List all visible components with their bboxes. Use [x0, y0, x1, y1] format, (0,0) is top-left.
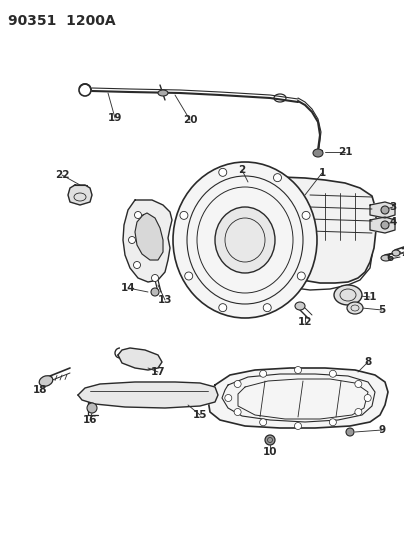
Ellipse shape [295, 302, 305, 310]
Text: 12: 12 [298, 317, 312, 327]
Text: 8: 8 [364, 357, 372, 367]
Circle shape [329, 419, 337, 426]
Circle shape [180, 212, 188, 220]
Circle shape [364, 394, 371, 401]
Circle shape [297, 272, 305, 280]
Circle shape [185, 272, 193, 280]
Text: 5: 5 [379, 305, 386, 315]
Text: 2: 2 [238, 165, 246, 175]
Text: 7: 7 [400, 248, 404, 258]
Circle shape [295, 367, 301, 374]
Ellipse shape [381, 255, 391, 261]
Text: 90351  1200A: 90351 1200A [8, 14, 116, 28]
Circle shape [260, 419, 267, 426]
Text: 6: 6 [386, 253, 393, 263]
Circle shape [355, 408, 362, 416]
Circle shape [219, 304, 227, 312]
Ellipse shape [39, 376, 53, 386]
Polygon shape [203, 177, 376, 283]
Ellipse shape [392, 250, 400, 256]
Text: 1: 1 [318, 168, 326, 178]
Circle shape [346, 428, 354, 436]
Polygon shape [135, 213, 163, 260]
Text: 11: 11 [363, 292, 377, 302]
Circle shape [234, 381, 241, 387]
Circle shape [381, 206, 389, 214]
Polygon shape [123, 200, 172, 282]
Text: 3: 3 [389, 202, 397, 212]
Ellipse shape [158, 90, 168, 96]
Text: 9: 9 [379, 425, 385, 435]
Polygon shape [370, 202, 395, 218]
Polygon shape [68, 185, 92, 205]
Polygon shape [78, 382, 218, 408]
Ellipse shape [215, 207, 275, 273]
Circle shape [302, 212, 310, 220]
Circle shape [87, 403, 97, 413]
Circle shape [135, 212, 141, 219]
Ellipse shape [347, 302, 363, 314]
Circle shape [152, 274, 158, 281]
Text: 21: 21 [338, 147, 352, 157]
Ellipse shape [173, 162, 317, 318]
Circle shape [265, 435, 275, 445]
Circle shape [133, 262, 141, 269]
Text: 14: 14 [121, 283, 135, 293]
Circle shape [234, 408, 241, 416]
Circle shape [295, 423, 301, 430]
Text: 4: 4 [389, 217, 397, 227]
Ellipse shape [334, 285, 362, 305]
Circle shape [329, 370, 337, 377]
Text: 18: 18 [33, 385, 47, 395]
Ellipse shape [313, 149, 323, 157]
Circle shape [128, 237, 135, 244]
Circle shape [260, 370, 267, 377]
Polygon shape [370, 217, 395, 233]
Text: 20: 20 [183, 115, 197, 125]
Polygon shape [208, 368, 388, 428]
Text: 15: 15 [193, 410, 207, 420]
Circle shape [151, 288, 159, 296]
Text: 19: 19 [108, 113, 122, 123]
Circle shape [219, 168, 227, 176]
Text: 22: 22 [55, 170, 69, 180]
Circle shape [274, 174, 282, 182]
Text: 10: 10 [263, 447, 277, 457]
Text: 17: 17 [151, 367, 165, 377]
Text: 16: 16 [83, 415, 97, 425]
Circle shape [225, 394, 232, 401]
Circle shape [355, 381, 362, 387]
Circle shape [381, 221, 389, 229]
Text: 13: 13 [158, 295, 172, 305]
Polygon shape [118, 348, 162, 370]
Circle shape [263, 304, 271, 312]
